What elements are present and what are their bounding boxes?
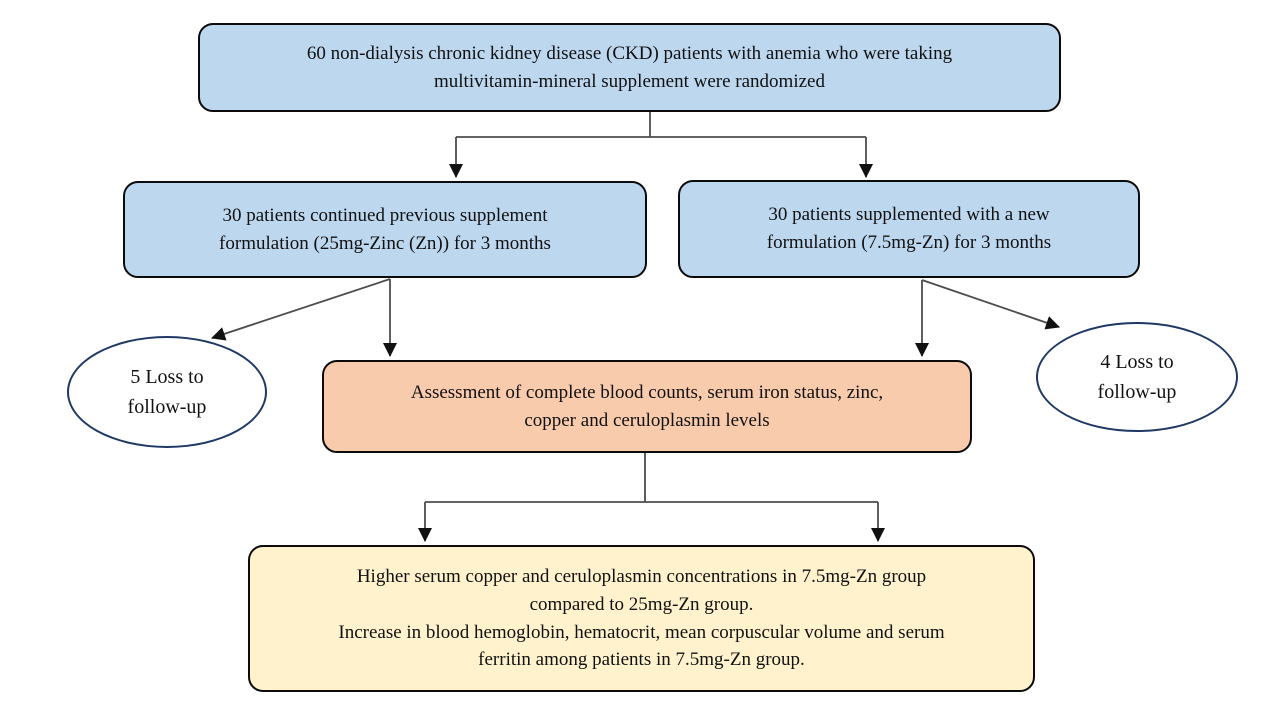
node-group-25mg-zinc: 30 patients continued previous supplemen… <box>123 181 647 278</box>
node-results: Higher serum copper and ceruloplasmin co… <box>248 545 1035 692</box>
node-loss-to-follow-up-right: 4 Loss to follow-up <box>1036 322 1238 432</box>
node-randomized-patients: 60 non-dialysis chronic kidney disease (… <box>198 23 1061 112</box>
node-loss-to-follow-up-left: 5 Loss to follow-up <box>67 336 267 448</box>
node-group-7-5mg-zinc: 30 patients supplemented with a new form… <box>678 180 1140 278</box>
node-assessment: Assessment of complete blood counts, ser… <box>322 360 972 453</box>
